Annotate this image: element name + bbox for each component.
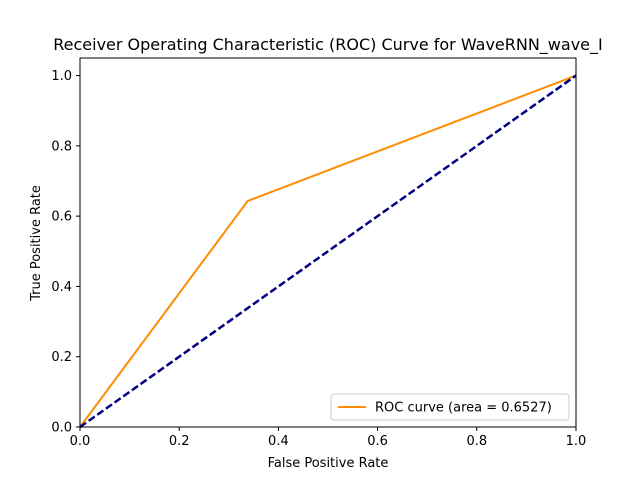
x-axis-label: False Positive Rate	[268, 456, 389, 471]
x-axis-ticks: 0.0 0.2 0.4 0.6 0.8 1.0	[70, 427, 587, 449]
x-tick-label: 0.8	[466, 434, 487, 449]
x-tick-label: 0.6	[367, 434, 388, 449]
y-tick-label: 0.8	[51, 139, 72, 154]
plot-background	[80, 58, 576, 427]
legend-entry-label: ROC curve (area = 0.6527)	[375, 401, 552, 416]
chart-title: Receiver Operating Characteristic (ROC) …	[53, 35, 602, 55]
diagonal-reference-line	[79, 74, 577, 429]
y-tick-label: 0.2	[51, 350, 72, 365]
plot-frame	[79, 57, 577, 428]
y-tick-label: 0.6	[51, 210, 72, 225]
y-tick-label: 0.4	[51, 280, 72, 295]
x-tick-label: 0.2	[169, 434, 190, 449]
x-tick-label: 0.0	[70, 434, 91, 449]
x-tick-label: 1.0	[566, 434, 587, 449]
y-tick-label: 0.0	[51, 421, 72, 436]
roc-curve-line	[79, 74, 577, 428]
legend: ROC curve (area = 0.6527)	[330, 393, 570, 421]
x-tick-label: 0.4	[268, 434, 289, 449]
y-axis-ticks: 0.0 0.2 0.4 0.6 0.8 1.0	[51, 69, 80, 436]
plot-area	[79, 57, 577, 429]
legend-box	[330, 393, 570, 421]
y-tick-label: 1.0	[51, 69, 72, 84]
y-axis-label: True Positive Rate	[29, 185, 44, 302]
